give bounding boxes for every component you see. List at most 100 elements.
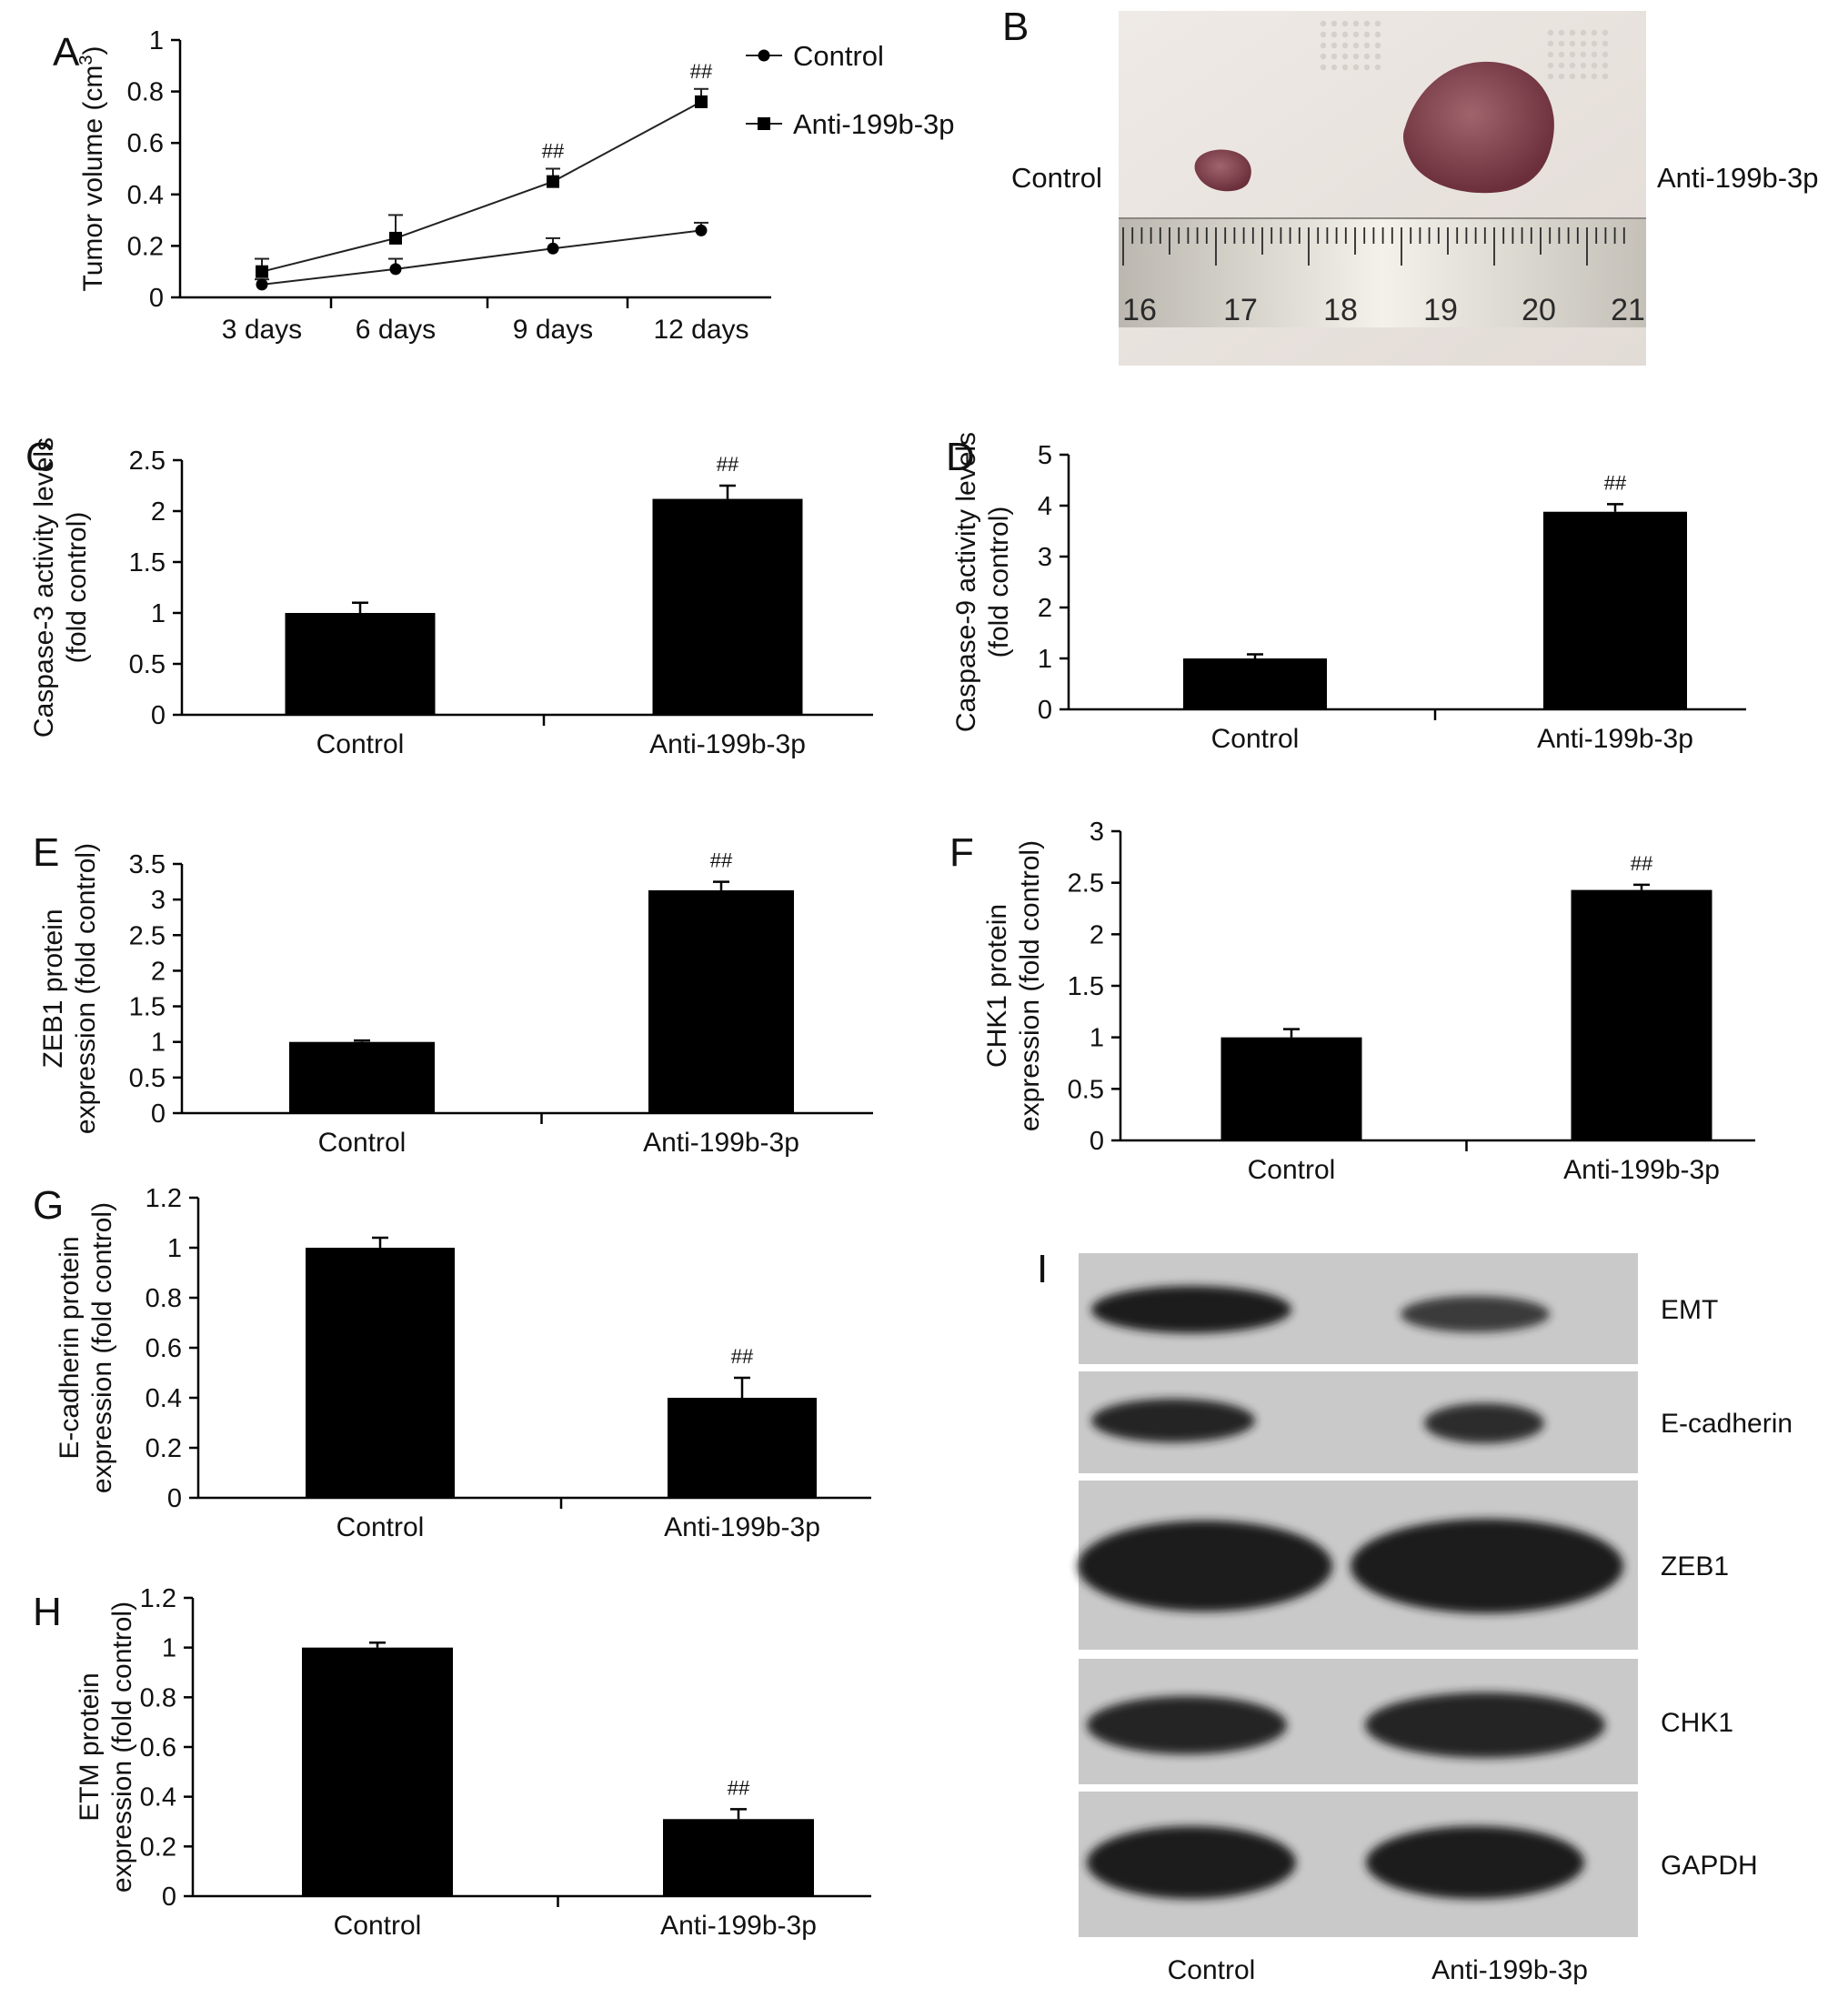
- bar-anti-199b-3p: [668, 1398, 817, 1498]
- blot-strip-chk1: CHK1: [1079, 1659, 1733, 1784]
- texture-dot: [1569, 73, 1576, 80]
- y-tick-label: 0: [162, 1883, 176, 1912]
- texture-dot: [1320, 20, 1327, 27]
- panel-letter-a: A: [53, 30, 80, 75]
- blot-lane-label: Control: [1168, 1955, 1256, 1985]
- y-tick-label: 1.5: [129, 993, 166, 1022]
- texture-dot: [1547, 51, 1554, 58]
- significance-annotation: ##: [1631, 852, 1653, 875]
- y-tick-label: 0: [149, 284, 164, 313]
- point-anti-199b-3p: [389, 231, 402, 245]
- y-tick-label: 1: [167, 1234, 182, 1263]
- y-tick-label: 0.8: [140, 1683, 176, 1712]
- texture-dot: [1320, 31, 1327, 38]
- blot-label: EMT: [1661, 1295, 1718, 1325]
- y-tick-label: 5: [1038, 441, 1052, 470]
- bar-anti-199b-3p: [652, 498, 803, 715]
- tumor-photo: 16 17 18 19 20 21 Control Anti-199b-3p: [1011, 11, 1819, 366]
- texture-dot: [1363, 64, 1371, 71]
- y-tick-label: 0.4: [146, 1384, 182, 1413]
- texture-dot: [1352, 31, 1360, 38]
- y-tick-label: 1: [1090, 1024, 1104, 1053]
- x-tick-label: 3 days: [222, 315, 302, 345]
- bar-chart-h: 0 0.2 0.4 0.6 0.8 1 1.2 Control Anti-199b-3p ## ET…: [75, 1584, 871, 1941]
- y-tick-label: 2.5: [129, 921, 166, 950]
- texture-dot: [1374, 53, 1381, 60]
- y-axis-label: Tumor volume (cm3): [76, 45, 108, 291]
- bar-control: [302, 1647, 453, 1896]
- blot-band: [1087, 1696, 1287, 1754]
- texture-dot: [1320, 42, 1327, 49]
- texture-dot: [1341, 20, 1349, 27]
- x-tick-label: 12 days: [653, 315, 748, 345]
- series-line-1: [261, 101, 702, 273]
- texture-dot: [1580, 29, 1587, 36]
- texture-dot: [1602, 73, 1609, 80]
- texture-dot: [1569, 51, 1576, 58]
- legend: Control Anti-199b-3p: [746, 40, 955, 140]
- bar-anti-199b-3p: [1571, 889, 1712, 1140]
- y-tick-label: 2: [1090, 920, 1104, 949]
- significance-annotation: ##: [542, 140, 565, 163]
- significance-annotation: ##: [717, 453, 739, 476]
- western-blot: EMT E-cadherin ZEB1 CHK1 GAPDH Control Anti-19…: [1078, 1253, 1793, 1985]
- category-label: Anti-199b-3p: [643, 1128, 799, 1158]
- bar-control: [1183, 658, 1327, 709]
- y-tick-label: 0.2: [146, 1434, 182, 1463]
- y-tick-label: 2.5: [129, 447, 166, 476]
- y-axis-label: expression (fold control): [87, 1202, 117, 1493]
- texture-dot: [1547, 29, 1554, 36]
- bar-control: [1220, 1037, 1362, 1140]
- y-axis-label: ETM protein: [75, 1672, 105, 1821]
- category-label: Control: [334, 1911, 422, 1941]
- y-tick-label: 0.8: [127, 78, 164, 107]
- blot-band: [1087, 1826, 1296, 1899]
- category-label: Anti-199b-3p: [1563, 1155, 1720, 1185]
- texture-dot: [1580, 73, 1587, 80]
- bar-anti-199b-3p: [1543, 511, 1687, 709]
- blot-band: [1401, 1296, 1550, 1332]
- y-tick-label: 1.2: [146, 1184, 182, 1213]
- texture-dot: [1352, 64, 1360, 71]
- y-axis-label-end: ): [78, 45, 108, 55]
- y-tick-label: 1: [149, 26, 164, 55]
- blot-lane-label: Anti-199b-3p: [1431, 1955, 1588, 1985]
- blot-label: GAPDH: [1661, 1851, 1758, 1881]
- bar-chart-g: 0 0.2 0.4 0.6 0.8 1 1.2 Control Anti-199b-3p ## E-…: [55, 1184, 871, 1542]
- y-tick-label: 1.5: [1068, 972, 1104, 1001]
- texture-dot: [1591, 40, 1598, 47]
- texture-dot: [1320, 64, 1327, 71]
- y-tick-label: 0: [151, 701, 166, 730]
- panel-letter-i: I: [1037, 1247, 1048, 1291]
- panel-letter-g: G: [33, 1183, 64, 1228]
- category-label: Control: [1248, 1155, 1336, 1185]
- y-axis-label-main: Tumor volume (cm: [78, 65, 108, 292]
- texture-dot: [1591, 51, 1598, 58]
- texture-dot: [1547, 73, 1554, 80]
- y-axis-label: expression (fold control): [107, 1601, 137, 1893]
- category-label: Control: [318, 1128, 407, 1158]
- blot-strip-e-cadherin: E-cadherin: [1079, 1371, 1793, 1473]
- y-axis-label: expression (fold control): [71, 843, 101, 1134]
- category-label: Control: [316, 729, 405, 759]
- y-tick-label: 3.5: [129, 850, 166, 879]
- texture-dot: [1591, 29, 1598, 36]
- bar-control: [285, 613, 436, 715]
- ruler-number: 18: [1323, 293, 1358, 327]
- panel-letter-e: E: [33, 830, 59, 875]
- texture-dot: [1331, 20, 1338, 27]
- blot-band: [1365, 1692, 1605, 1758]
- bar-control: [306, 1248, 455, 1498]
- y-tick-label: 2: [1038, 594, 1052, 623]
- texture-dot: [1341, 42, 1349, 49]
- texture-dot: [1341, 53, 1349, 60]
- y-tick-label: 0.2: [127, 232, 164, 261]
- legend-marker: [758, 49, 770, 62]
- y-tick-label: 0.6: [146, 1334, 182, 1363]
- texture-dot: [1331, 53, 1338, 60]
- texture-dot: [1374, 64, 1381, 71]
- texture-dot: [1331, 31, 1338, 38]
- blot-strip-zeb1: ZEB1: [1078, 1481, 1729, 1650]
- series-line-0: [261, 229, 702, 286]
